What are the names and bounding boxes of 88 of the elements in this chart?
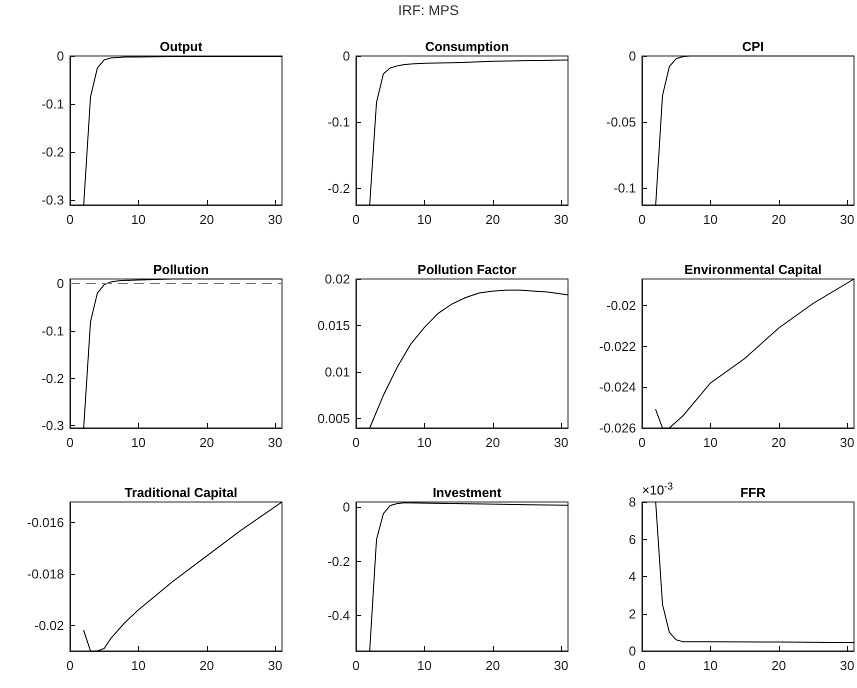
y-tick-label: 6 bbox=[628, 532, 636, 547]
y-tick-label: 4 bbox=[628, 569, 636, 584]
x-tick-label: 10 bbox=[417, 435, 432, 450]
y-tick-label: 0 bbox=[628, 644, 636, 658]
y-tick-label: -0.018 bbox=[27, 566, 64, 582]
line-series bbox=[83, 56, 282, 206]
y-tick-label: -0.1 bbox=[328, 114, 350, 130]
x-tick-label: 10 bbox=[417, 212, 432, 227]
x-tick-label: 0 bbox=[638, 658, 646, 673]
chart-title: CPI bbox=[742, 39, 764, 54]
x-tick-label: 20 bbox=[200, 658, 214, 673]
x-tick-label: 0 bbox=[66, 658, 74, 673]
y-tick-label: 2 bbox=[628, 606, 636, 622]
x-tick-label: 20 bbox=[486, 435, 500, 450]
x-tick-label: 10 bbox=[703, 435, 718, 450]
x-tick-label: 20 bbox=[200, 212, 214, 227]
x-tick-label: 30 bbox=[554, 658, 568, 673]
y-tick-label: -0.1 bbox=[42, 324, 64, 339]
y-tick-label: -0.022 bbox=[599, 338, 636, 354]
x-tick-label: 0 bbox=[66, 212, 74, 227]
x-tick-label: 30 bbox=[840, 212, 854, 227]
x-tick-label: 20 bbox=[772, 658, 786, 673]
y-tick-label: 0 bbox=[56, 48, 64, 64]
text: IRF: MPS bbox=[397, 1, 460, 20]
chart-title: Consumption bbox=[425, 39, 509, 54]
y-tick-label: -0.1 bbox=[42, 96, 64, 112]
chart-title: Traditional Capital bbox=[124, 485, 238, 500]
y-tick-label: -0.3 bbox=[42, 418, 64, 434]
y-tick-label: 8 bbox=[628, 494, 636, 510]
chart-title: Environmental Capital bbox=[684, 262, 822, 277]
y-tick-label: 0 bbox=[628, 48, 636, 64]
x-tick-label: 10 bbox=[131, 658, 146, 673]
x-tick-label: 30 bbox=[554, 435, 568, 450]
y-tick-label: -0.1 bbox=[614, 180, 636, 196]
chart-title: Pollution Factor bbox=[418, 262, 516, 277]
y-tick-label: -0.02 bbox=[34, 618, 64, 633]
y-tick-label: -0.02 bbox=[606, 298, 636, 314]
y-tick-label: 0.02 bbox=[324, 272, 350, 286]
y-tick-label: -0.2 bbox=[328, 554, 350, 569]
line-series bbox=[655, 56, 854, 206]
x-tick-label: 10 bbox=[703, 658, 718, 673]
line-series bbox=[369, 59, 568, 206]
chart-title: Output bbox=[160, 39, 203, 54]
y-tick-label: 0.015 bbox=[317, 318, 350, 334]
x-tick-label: 10 bbox=[417, 658, 432, 673]
x-tick-label: 30 bbox=[554, 212, 568, 227]
chart-title: Pollution bbox=[153, 262, 209, 277]
y-tick-label: -0.3 bbox=[42, 192, 64, 208]
x-tick-label: 30 bbox=[840, 658, 854, 673]
x-tick-label: 0 bbox=[352, 658, 360, 673]
x-tick-label: 0 bbox=[638, 435, 646, 450]
x-tick-label: 10 bbox=[131, 435, 146, 450]
y-tick-label: -0.2 bbox=[42, 144, 64, 160]
x-tick-label: 30 bbox=[840, 435, 854, 450]
y-tick-label: 0 bbox=[342, 48, 350, 64]
x-tick-label: 20 bbox=[772, 435, 786, 450]
y-tick-label: -0.026 bbox=[599, 420, 636, 436]
y-tick-label: 0 bbox=[56, 276, 64, 292]
y-tick-label: -0.2 bbox=[328, 180, 350, 196]
line-series bbox=[83, 502, 282, 652]
line-series bbox=[369, 290, 568, 428]
x-tick-label: 20 bbox=[486, 212, 500, 227]
x-tick-label: 30 bbox=[268, 212, 282, 227]
chart-title: FFR bbox=[740, 485, 766, 500]
x-tick-label: 20 bbox=[200, 435, 214, 450]
x-tick-label: 0 bbox=[352, 435, 360, 450]
chart-title: Investment bbox=[432, 485, 502, 500]
line-series bbox=[83, 278, 282, 428]
x-tick-label: 30 bbox=[268, 435, 282, 450]
x-tick-label: 0 bbox=[352, 212, 360, 227]
line-series bbox=[655, 278, 854, 428]
x-tick-label: 0 bbox=[638, 212, 646, 227]
x-tick-label: 0 bbox=[66, 435, 74, 450]
x-tick-label: 20 bbox=[486, 658, 500, 673]
y-tick-label: 0 bbox=[342, 499, 350, 514]
x-tick-label: 10 bbox=[131, 212, 146, 227]
y-tick-label: -0.4 bbox=[328, 608, 350, 624]
y-tick-label: -0.024 bbox=[599, 380, 636, 395]
y-tick-label: 0.01 bbox=[324, 364, 350, 380]
y-tick-label: -0.05 bbox=[606, 114, 636, 130]
y-tick-label: 0.005 bbox=[317, 411, 350, 426]
line-series bbox=[369, 502, 568, 652]
y-tick-label: -0.2 bbox=[42, 370, 64, 386]
x-tick-label: 20 bbox=[772, 212, 786, 227]
x-tick-label: 10 bbox=[703, 212, 718, 227]
x-tick-label: 30 bbox=[268, 658, 282, 673]
y-tick-label: -0.016 bbox=[27, 515, 64, 530]
line-series bbox=[655, 502, 854, 644]
